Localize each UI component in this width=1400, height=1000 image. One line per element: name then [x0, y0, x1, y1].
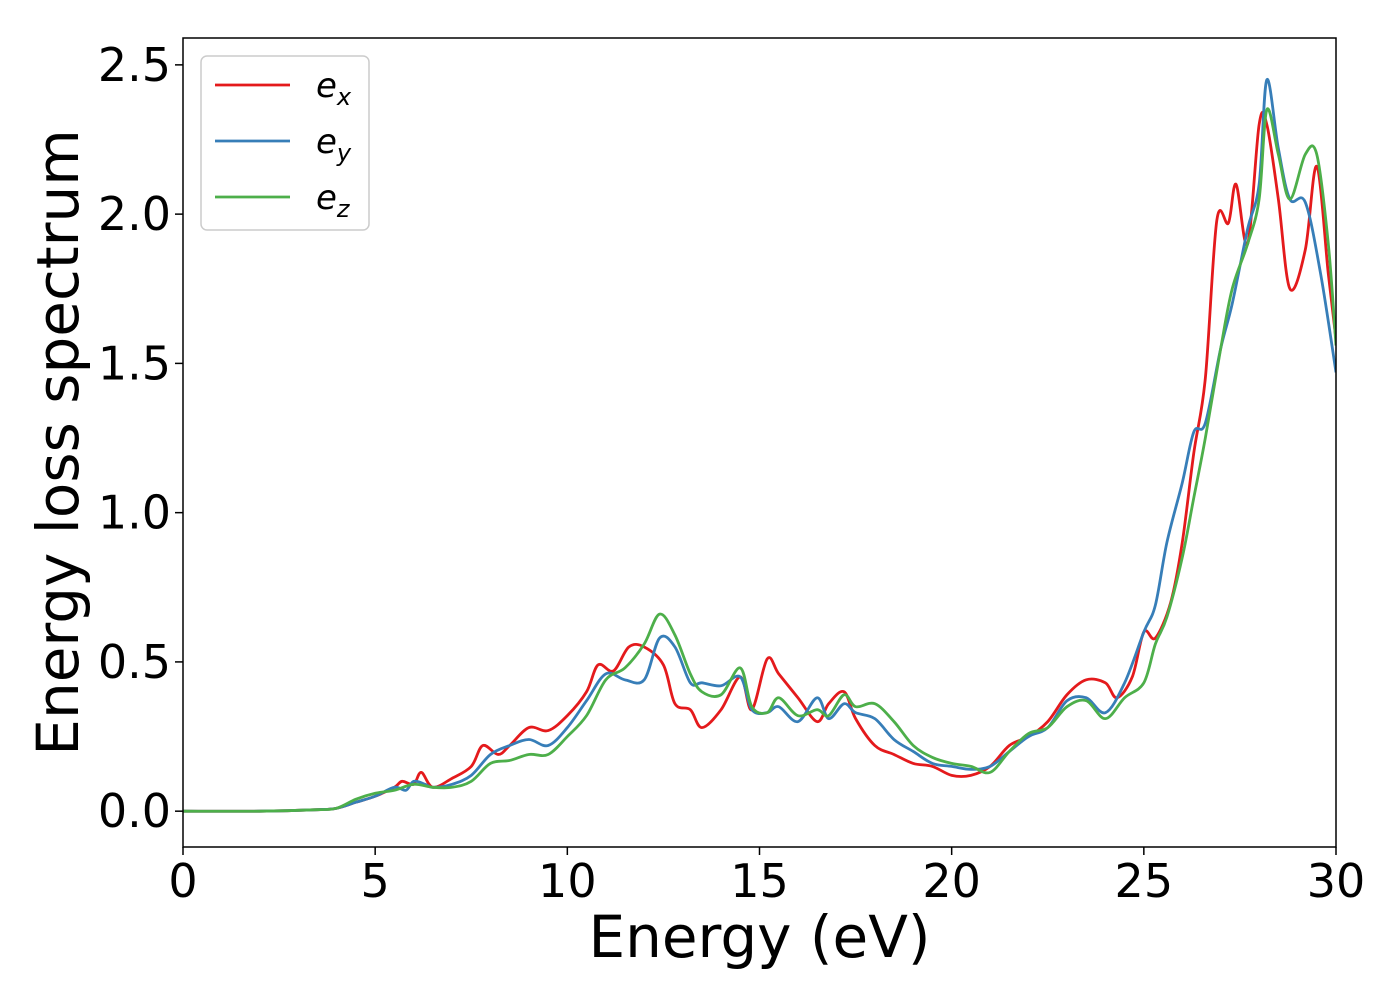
x-tick-label: 15 — [730, 854, 789, 908]
x-tick-label: 25 — [1115, 854, 1174, 908]
y-tick-label: 1.5 — [98, 336, 171, 390]
y-tick-label: 2.0 — [98, 187, 171, 241]
legend-label-z: ez — [316, 178, 351, 223]
x-tick-label: 5 — [361, 854, 390, 908]
x-axis: 0 5 10 15 20 25 30 — [168, 847, 1365, 908]
y-tick-label: 0.5 — [98, 635, 171, 689]
y-axis-title: Energy loss spectrum — [24, 129, 92, 755]
x-tick-label: 20 — [922, 854, 981, 908]
x-tick-label: 30 — [1307, 854, 1366, 908]
series-line-x — [183, 111, 1336, 813]
y-tick-label: 1.0 — [98, 486, 171, 540]
x-axis-title: Energy (eV) — [588, 903, 930, 971]
legend: ex ey ez — [200, 55, 370, 231]
series-layer — [183, 78, 1336, 813]
y-tick-label: 2.5 — [98, 38, 171, 92]
series-line-y — [183, 78, 1336, 813]
x-tick-label: 10 — [538, 854, 597, 908]
x-tick-label: 0 — [168, 854, 197, 908]
series-line-z — [183, 107, 1336, 813]
y-axis: 0.0 0.5 1.0 1.5 2.0 2.5 — [98, 38, 183, 838]
legend-box — [200, 55, 370, 231]
y-tick-label: 0.0 — [98, 784, 171, 838]
legend-label-x: ex — [316, 66, 352, 111]
legend-label-y: ey — [316, 122, 352, 167]
